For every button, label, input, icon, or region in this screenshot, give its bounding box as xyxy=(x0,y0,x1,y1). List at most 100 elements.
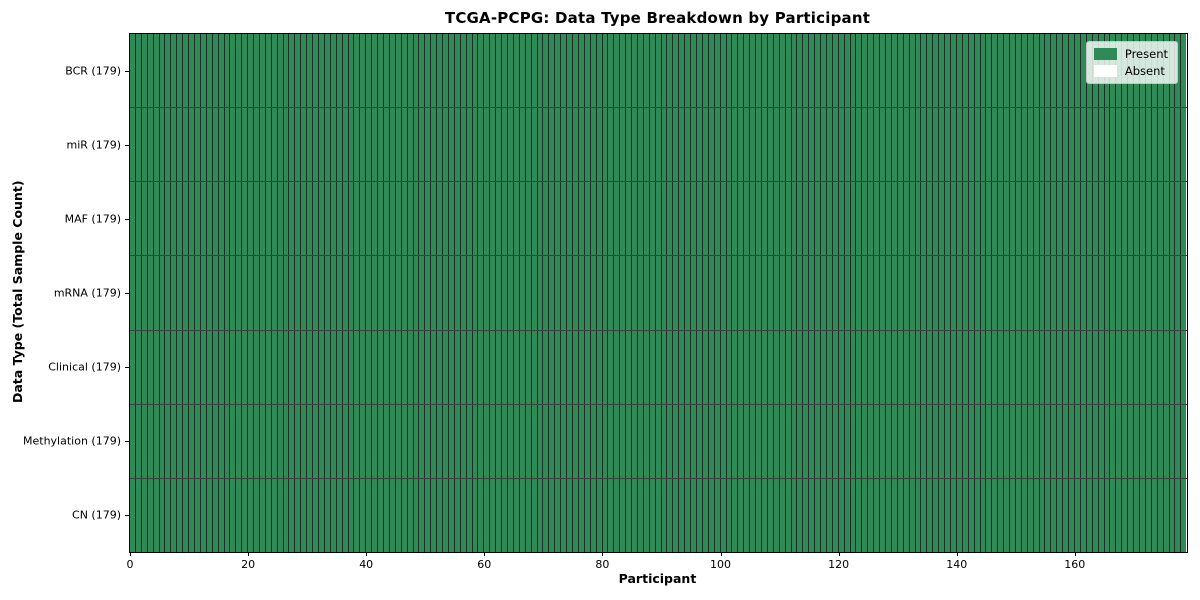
heatmap-cell xyxy=(625,34,632,108)
heatmap-cell xyxy=(1062,182,1069,256)
heatmap-cell xyxy=(944,182,950,256)
heatmap-cell xyxy=(648,182,655,256)
heatmap-cell xyxy=(696,256,702,330)
heatmap-cell xyxy=(199,404,206,478)
heatmap-cell xyxy=(223,108,230,182)
heatmap-cell xyxy=(229,34,236,108)
heatmap-cell xyxy=(400,108,407,182)
heatmap-cell xyxy=(1138,182,1145,256)
heatmap-cell xyxy=(1074,182,1080,256)
heatmap-cell xyxy=(1026,330,1033,404)
y-axis-label: Data Type (Total Sample Count) xyxy=(10,180,25,404)
heatmap-cell xyxy=(235,182,242,256)
heatmap-cell xyxy=(755,404,761,478)
heatmap-cell xyxy=(772,108,779,182)
heatmap-cell xyxy=(548,182,555,256)
heatmap-cell xyxy=(1032,330,1039,404)
heatmap-cell xyxy=(518,182,525,256)
heatmap-cell xyxy=(613,256,620,330)
heatmap-cell xyxy=(636,34,643,108)
heatmap-cell xyxy=(849,34,856,108)
heatmap-cell xyxy=(784,478,791,552)
heatmap-cell xyxy=(755,330,761,404)
heatmap-cell xyxy=(979,34,986,108)
heatmap-cell xyxy=(1133,330,1139,404)
heatmap-cell xyxy=(217,182,224,256)
heatmap-cell xyxy=(684,256,691,330)
heatmap-cell xyxy=(648,256,655,330)
heatmap-cell xyxy=(849,404,856,478)
heatmap-cell xyxy=(979,108,986,182)
heatmap-cell xyxy=(831,256,838,330)
heatmap-cell xyxy=(997,34,1004,108)
heatmap-cell xyxy=(914,108,921,182)
heatmap-cell xyxy=(300,34,307,108)
heatmap-cell xyxy=(1115,108,1122,182)
heatmap-cell xyxy=(501,108,507,182)
heatmap-cell xyxy=(377,478,383,552)
heatmap-cell xyxy=(855,256,862,330)
heatmap-cell xyxy=(306,108,313,182)
heatmap-cell xyxy=(607,330,614,404)
heatmap-cell xyxy=(855,182,862,256)
heatmap-cell xyxy=(772,256,779,330)
heatmap-cell xyxy=(253,256,259,330)
heatmap-cell xyxy=(607,256,614,330)
heatmap-cell xyxy=(300,330,307,404)
heatmap-cell xyxy=(979,478,986,552)
heatmap-cell xyxy=(607,404,614,478)
heatmap-cell xyxy=(666,330,673,404)
heatmap-cell xyxy=(743,404,750,478)
heatmap-cell xyxy=(495,404,502,478)
heatmap-cell xyxy=(140,182,147,256)
heatmap-row xyxy=(130,404,1187,479)
heatmap-cell xyxy=(1115,182,1122,256)
heatmap-cell xyxy=(955,108,962,182)
heatmap-cell xyxy=(483,478,490,552)
heatmap-cell xyxy=(571,34,578,108)
heatmap-cell xyxy=(542,182,549,256)
heatmap-cell xyxy=(973,478,980,552)
heatmap-cell xyxy=(790,34,797,108)
heatmap-cell xyxy=(1074,108,1080,182)
heatmap-cell xyxy=(270,330,277,404)
heatmap-cell xyxy=(926,330,933,404)
heatmap-cell xyxy=(1085,182,1092,256)
heatmap-cell xyxy=(861,108,868,182)
heatmap-cell xyxy=(790,330,797,404)
heatmap-cell xyxy=(672,256,679,330)
heatmap-cell xyxy=(967,330,974,404)
heatmap-cell xyxy=(394,182,401,256)
heatmap-cell xyxy=(536,404,543,478)
heatmap-cell xyxy=(1156,256,1163,330)
heatmap-cell xyxy=(241,108,248,182)
heatmap-cell xyxy=(418,256,425,330)
heatmap-cell xyxy=(323,34,330,108)
heatmap-cell xyxy=(193,182,200,256)
heatmap-cell xyxy=(1109,478,1116,552)
heatmap-cell xyxy=(188,478,194,552)
heatmap-cell xyxy=(873,404,880,478)
legend-entry-label: Present xyxy=(1124,47,1168,61)
heatmap-cell xyxy=(601,182,608,256)
heatmap-cell xyxy=(489,478,496,552)
heatmap-cell xyxy=(1044,108,1051,182)
heatmap-cell xyxy=(707,256,714,330)
heatmap-cell xyxy=(211,34,218,108)
heatmap-cell xyxy=(1180,34,1187,108)
heatmap-cell xyxy=(979,330,986,404)
heatmap-cell xyxy=(365,108,372,182)
heatmap-cell xyxy=(430,404,437,478)
heatmap-cell xyxy=(1091,404,1098,478)
heatmap-cell xyxy=(1003,182,1010,256)
heatmap-cell xyxy=(885,404,891,478)
heatmap-cell xyxy=(1162,182,1169,256)
heatmap-cell xyxy=(861,404,868,478)
heatmap-cell xyxy=(394,256,401,330)
heatmap-cell xyxy=(412,108,419,182)
heatmap-cell xyxy=(388,330,395,404)
heatmap-cell xyxy=(837,34,844,108)
heatmap-cell xyxy=(365,34,372,108)
x-tick-mark xyxy=(838,552,840,556)
heatmap-cell xyxy=(636,478,643,552)
